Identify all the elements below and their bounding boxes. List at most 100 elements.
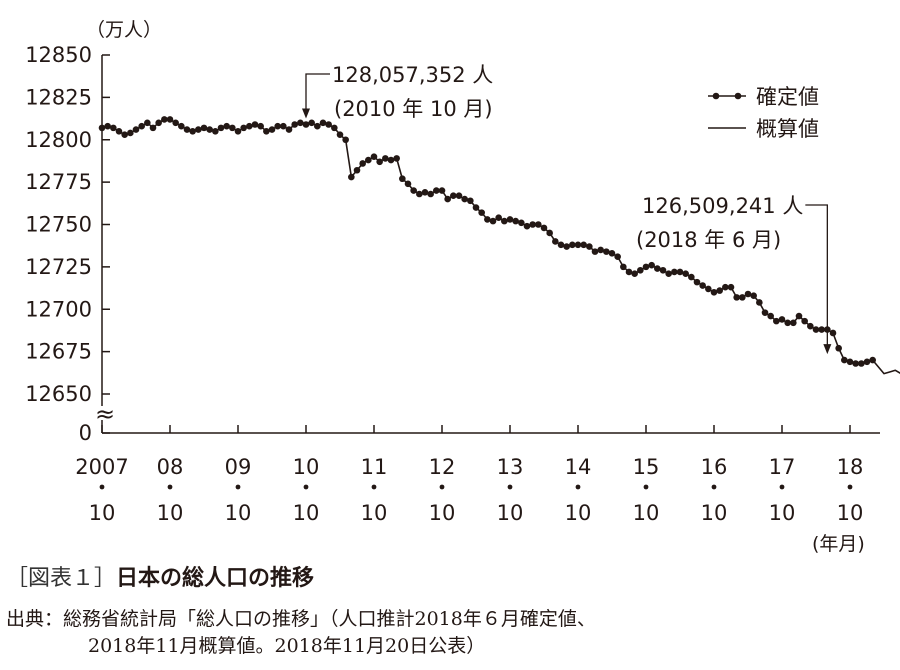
- data-point-kakuteichi: [433, 187, 440, 194]
- data-point-kakuteichi: [688, 273, 695, 281]
- data-point-kakuteichi: [240, 124, 247, 132]
- data-point-kakuteichi: [682, 270, 689, 277]
- data-point-kakuteichi: [546, 229, 553, 237]
- x-tick-year: 18: [837, 455, 864, 479]
- data-point-kakuteichi: [659, 266, 667, 274]
- legend-label-gaisanchi: 概算値: [756, 117, 819, 141]
- x-tick-month: 10: [497, 501, 524, 525]
- x-tick-year: 10: [293, 455, 320, 479]
- data-point-kakuteichi: [591, 248, 599, 255]
- data-point-kakuteichi: [387, 156, 395, 164]
- source-note: 出典：総務省統計局「総人口の推移」（人口推計2018年６月確定値、 2018年1…: [6, 606, 596, 660]
- data-point-kakuteichi: [671, 268, 678, 276]
- x-axis-unit: (年月): [812, 533, 865, 555]
- y-tick-label: 12725: [25, 255, 92, 279]
- data-point-kakuteichi: [376, 158, 383, 166]
- data-point-kakuteichi: [206, 126, 213, 133]
- x-tick-year: 13: [497, 455, 524, 479]
- data-point-kakuteichi: [161, 116, 168, 123]
- data-point-kakuteichi: [750, 292, 757, 299]
- data-point-kakuteichi: [291, 121, 298, 128]
- data-point-kakuteichi: [455, 192, 463, 199]
- data-point-kakuteichi: [608, 250, 616, 257]
- data-point-kakuteichi: [212, 127, 219, 135]
- data-point-kakuteichi: [183, 126, 191, 133]
- y-tick-label: 12650: [25, 382, 92, 406]
- data-point-kakuteichi: [144, 119, 151, 127]
- x-tick-month: 10: [429, 501, 456, 525]
- data-point-kakuteichi: [739, 294, 746, 301]
- annotation-date-latest: (2018 年 6 月): [636, 228, 781, 252]
- annotation-value-max: 128,057,352 人: [332, 63, 493, 87]
- data-point-kakuteichi: [846, 358, 854, 366]
- annotation-arrowhead-latest: [823, 344, 832, 355]
- x-tick-month: 10: [361, 501, 388, 525]
- annotations: 128,057,352 人 (2010 年 10 月) 126,509,241 人 (…: [302, 63, 832, 355]
- y-tick-label: 0: [79, 421, 92, 445]
- data-point-kakuteichi: [563, 243, 570, 250]
- data-point-kakuteichi: [801, 317, 808, 325]
- data-point-kakuteichi: [274, 122, 281, 130]
- data-point-kakuteichi: [438, 187, 446, 194]
- x-tick-month: 10: [701, 501, 728, 525]
- x-tick-year: 12: [429, 455, 456, 479]
- data-point-kakuteichi: [495, 214, 502, 222]
- x-tick-separator-dot: [99, 484, 105, 490]
- data-point-kakuteichi: [710, 289, 718, 296]
- data-point-kakuteichi: [705, 285, 712, 293]
- legend-dot-kakuteichi: [734, 92, 742, 100]
- data-point-kakuteichi: [421, 188, 429, 196]
- data-point-kakuteichi: [648, 261, 655, 269]
- data-point-kakuteichi: [733, 294, 740, 301]
- x-tick-separator-dot: [643, 484, 649, 490]
- x-tick-month: 10: [837, 501, 864, 525]
- data-point-kakuteichi: [178, 122, 185, 130]
- data-point-kakuteichi: [761, 309, 769, 316]
- data-point-kakuteichi: [756, 299, 763, 306]
- source-line-2: 2018年11月概算値。2018年11月20日公表）: [88, 635, 486, 657]
- data-point-kakuteichi: [489, 217, 497, 225]
- data-point-kakuteichi: [302, 121, 310, 128]
- x-tick-year: 14: [565, 455, 592, 479]
- series-layer: [98, 116, 900, 375]
- x-tick-separator-dot: [439, 484, 445, 490]
- x-tick-separator-dot: [507, 484, 513, 490]
- data-point-kakuteichi: [790, 319, 797, 327]
- data-point-kakuteichi: [512, 217, 519, 225]
- data-point-kakuteichi: [676, 268, 684, 276]
- data-point-kakuteichi: [478, 209, 485, 216]
- data-point-kakuteichi: [637, 266, 644, 274]
- data-point-kakuteichi: [195, 126, 202, 133]
- x-axis: 2007 10 08 10 09 10 10 10 11 10 12 10 13 10 14 10 15 10 16…: [75, 425, 880, 525]
- x-tick-month: 10: [293, 501, 320, 525]
- data-point-kakuteichi: [620, 263, 627, 271]
- data-point-kakuteichi: [98, 124, 106, 132]
- data-point-kakuteichi: [127, 129, 134, 137]
- data-point-kakuteichi: [325, 121, 332, 128]
- legend-dot-kakuteichi: [712, 92, 720, 100]
- figure-caption: ［図表１］日本の総人口の推移: [6, 560, 314, 592]
- data-point-kakuteichi: [104, 122, 111, 130]
- data-point-kakuteichi: [427, 190, 434, 198]
- data-point-kakuteichi: [665, 270, 672, 277]
- data-point-kakuteichi: [716, 287, 723, 294]
- data-point-kakuteichi: [263, 127, 270, 135]
- data-point-kakuteichi: [365, 156, 372, 164]
- population-line-chart: （万人） 12850 12825 12800 12775 12750 12725 12700…: [25, 19, 900, 555]
- data-point-kakuteichi: [217, 124, 225, 132]
- y-axis-unit: （万人）: [86, 19, 162, 41]
- x-tick-separator-dot: [779, 484, 785, 490]
- x-tick-month: 10: [565, 501, 592, 525]
- data-point-kakuteichi: [557, 241, 565, 249]
- data-point-kakuteichi: [461, 195, 468, 203]
- data-point-kakuteichi: [336, 131, 344, 138]
- x-tick-month: 10: [157, 501, 184, 525]
- legend-label-kakuteichi: 確定値: [756, 85, 819, 109]
- data-point-kakuteichi: [818, 326, 825, 333]
- data-point-kakuteichi: [416, 190, 423, 198]
- data-point-kakuteichi: [540, 224, 548, 232]
- data-point-kakuteichi: [523, 222, 531, 230]
- data-point-kakuteichi: [744, 290, 752, 298]
- source-line-1: 出典：総務省統計局「総人口の推移」（人口推計2018年６月確定値、: [6, 608, 596, 630]
